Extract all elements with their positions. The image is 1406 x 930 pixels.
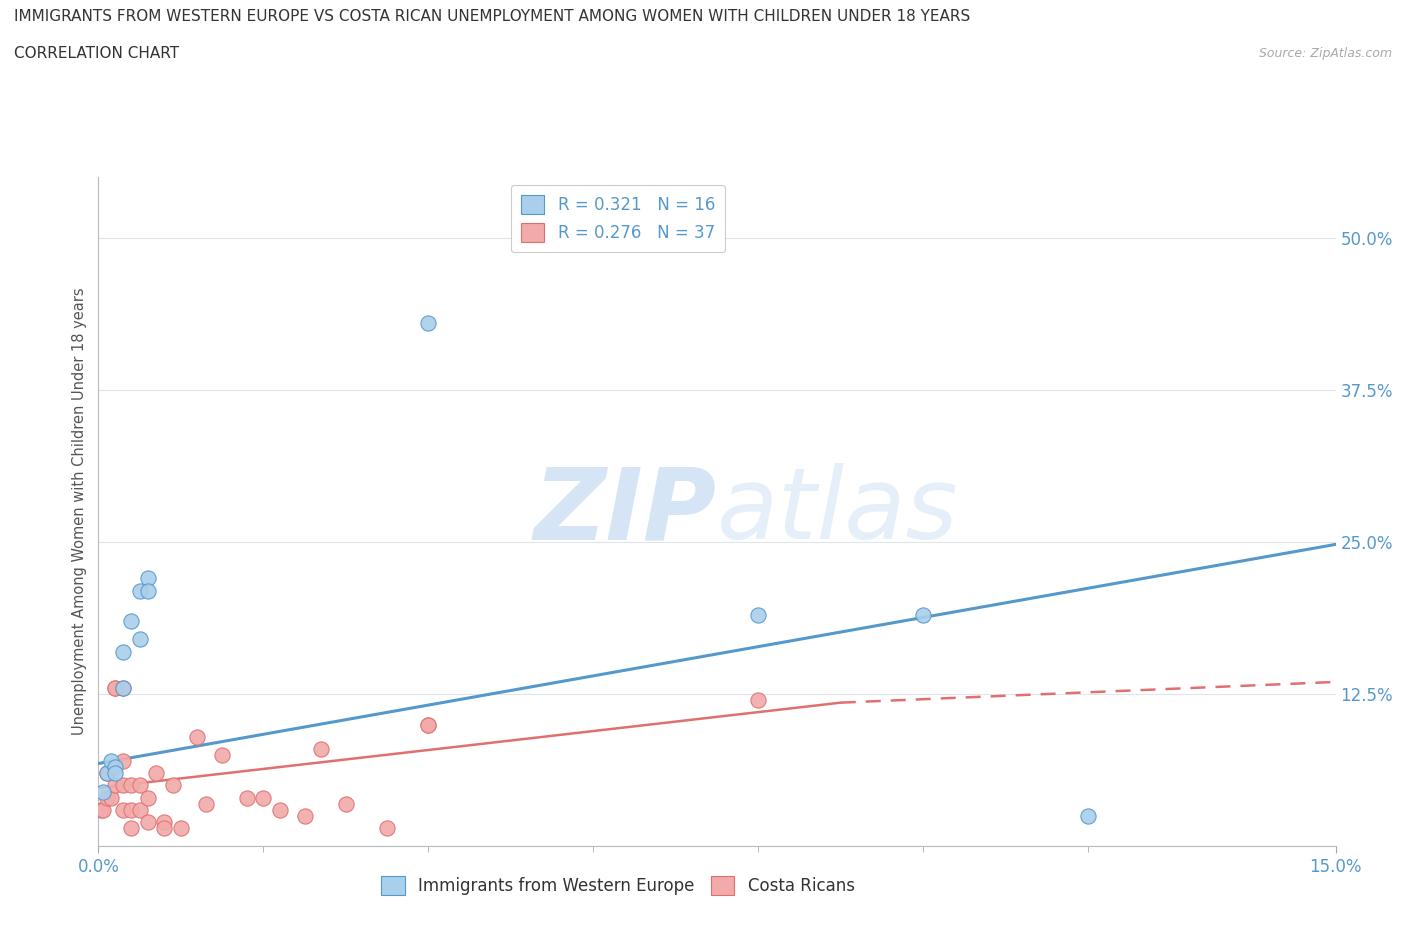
Point: [269, 803, 291, 817]
Point: [211, 748, 233, 763]
Point: [112, 753, 135, 768]
Point: [120, 614, 142, 629]
Point: [375, 820, 398, 835]
Point: [112, 778, 135, 793]
Point: [418, 315, 440, 330]
Point: [100, 790, 122, 805]
Point: [96, 790, 118, 805]
Point: [252, 790, 274, 805]
Text: IMMIGRANTS FROM WESTERN EUROPE VS COSTA RICAN UNEMPLOYMENT AMONG WOMEN WITH CHIL: IMMIGRANTS FROM WESTERN EUROPE VS COSTA …: [14, 9, 970, 24]
Point: [194, 796, 217, 811]
Point: [128, 803, 150, 817]
Point: [145, 765, 167, 780]
Point: [153, 820, 176, 835]
Point: [136, 815, 159, 830]
Point: [112, 644, 135, 659]
Y-axis label: Unemployment Among Women with Children Under 18 years: Unemployment Among Women with Children U…: [72, 287, 87, 736]
Point: [136, 583, 159, 598]
Point: [96, 765, 118, 780]
Point: [335, 796, 357, 811]
Point: [418, 717, 440, 732]
Point: [747, 693, 769, 708]
Point: [91, 803, 114, 817]
Text: ZIP: ZIP: [534, 463, 717, 560]
Point: [112, 681, 135, 696]
Point: [1077, 808, 1099, 823]
Point: [120, 820, 142, 835]
Point: [236, 790, 259, 805]
Text: Source: ZipAtlas.com: Source: ZipAtlas.com: [1258, 46, 1392, 60]
Point: [104, 778, 127, 793]
Point: [104, 765, 127, 780]
Point: [294, 808, 316, 823]
Point: [90, 803, 112, 817]
Point: [128, 778, 150, 793]
Text: CORRELATION CHART: CORRELATION CHART: [14, 46, 179, 61]
Point: [120, 803, 142, 817]
Point: [128, 583, 150, 598]
Point: [104, 681, 127, 696]
Point: [418, 717, 440, 732]
Point: [96, 765, 118, 780]
Point: [112, 803, 135, 817]
Point: [162, 778, 184, 793]
Point: [112, 681, 135, 696]
Point: [186, 729, 208, 744]
Point: [747, 607, 769, 622]
Point: [136, 571, 159, 586]
Point: [170, 820, 193, 835]
Point: [91, 784, 114, 799]
Point: [100, 753, 122, 768]
Point: [136, 790, 159, 805]
Point: [120, 778, 142, 793]
Point: [104, 681, 127, 696]
Point: [912, 607, 935, 622]
Point: [128, 631, 150, 646]
Point: [104, 760, 127, 775]
Point: [153, 815, 176, 830]
Point: [309, 741, 332, 756]
Legend: Immigrants from Western Europe, Costa Ricans: Immigrants from Western Europe, Costa Ri…: [371, 866, 865, 905]
Text: atlas: atlas: [717, 463, 959, 560]
